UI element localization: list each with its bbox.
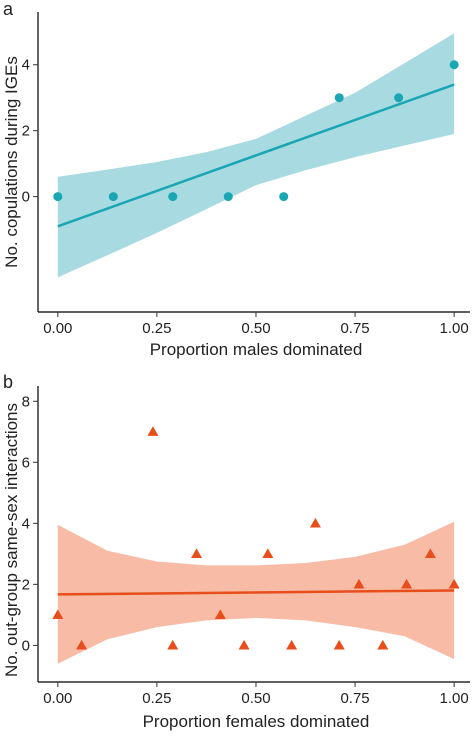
panel-b-data-point [353, 578, 365, 589]
panel-b-y-tick-label: 2 [22, 576, 30, 593]
panel-a-y-tick-label: 4 [22, 57, 30, 74]
panel-a-y-axis-title: No. copulations during IGEs [2, 56, 21, 268]
panel-b-plot-area [52, 426, 460, 664]
panel-b-data-point [448, 578, 460, 589]
panel-b-data-point [52, 609, 64, 619]
panel-b-x-tick-label: 1.00 [440, 690, 469, 707]
panel-b-y-tick-label: 6 [22, 454, 30, 471]
panel-b-x-ticks: 0.00 0.25 0.50 0.75 1.00 [43, 682, 469, 707]
panel-b-x-tick-label: 0.25 [142, 690, 171, 707]
panel-b-regression-line [57, 589, 455, 596]
panel-b-data-point [377, 639, 389, 650]
panel-b-x-tick-label: 0.75 [340, 690, 369, 707]
panel-a-data-point [53, 192, 63, 202]
panel-b-x-tick-label: 0.00 [43, 690, 72, 707]
panel-a-x-ticks: 0.00 0.25 0.50 0.75 1.00 [43, 312, 469, 337]
panel-a-x-tick-label: 0.25 [142, 320, 171, 337]
panel-a-data-point [394, 93, 404, 103]
panel-b-y-axis-title: No. out-group same-sex interactions [2, 403, 21, 677]
panel-a-y-tick-label: 2 [22, 123, 30, 140]
panel-b-data-point [424, 548, 436, 558]
panel-a-data-point [449, 60, 459, 70]
panel-a-data-point [279, 192, 289, 202]
panel-a-data-point [168, 192, 178, 202]
panel-b-y-tick-label: 4 [22, 515, 30, 532]
panel-b-x-axis-title: Proportion females dominated [143, 712, 370, 731]
panel-a-x-axis-title: Proportion males dominated [150, 340, 363, 359]
panel-b-data-point [286, 639, 298, 650]
panel-a: a 0.00 0.25 0.50 0.75 1.00 0 2 4 Proportion ma… [2, 0, 470, 359]
panel-b-y-tick-label: 0 [22, 637, 30, 654]
panel-a-x-tick-label: 1.00 [440, 320, 469, 337]
panel-a-y-tick-label: 0 [22, 189, 30, 206]
panel-a-data-point [334, 93, 344, 103]
panel-b-y-tick-label: 8 [22, 393, 30, 410]
panel-a-regression-line [57, 83, 455, 228]
panel-b-data-point [401, 578, 413, 589]
panel-b: b 0.00 0.25 0.50 0.75 1.00 0 2 4 6 8 Proportion … [2, 372, 470, 731]
panel-a-x-tick-label: 0.50 [241, 320, 270, 337]
panel-b-label: b [3, 372, 13, 392]
panel-b-data-point [191, 548, 203, 558]
panel-b-data-point [309, 517, 321, 528]
panel-b-data-point [147, 426, 159, 436]
panel-a-label: a [3, 0, 14, 19]
panel-a-x-tick-label: 0.75 [340, 320, 369, 337]
panel-b-x-tick-label: 0.50 [241, 690, 270, 707]
panel-b-data-point [76, 639, 88, 650]
panel-a-data-point [223, 192, 233, 202]
panel-b-data-point [262, 548, 274, 558]
panel-a-plot-area [53, 33, 459, 278]
panel-b-data-point [214, 609, 226, 619]
panel-b-data-point [238, 639, 250, 650]
panel-b-data-point [167, 639, 179, 650]
panel-a-x-tick-label: 0.00 [43, 320, 72, 337]
panel-b-data-point [333, 639, 345, 650]
panel-a-data-point [108, 192, 118, 202]
panel-a-y-ticks: 0 2 4 [22, 57, 38, 206]
panel-b-y-ticks: 0 2 4 6 8 [22, 393, 38, 654]
